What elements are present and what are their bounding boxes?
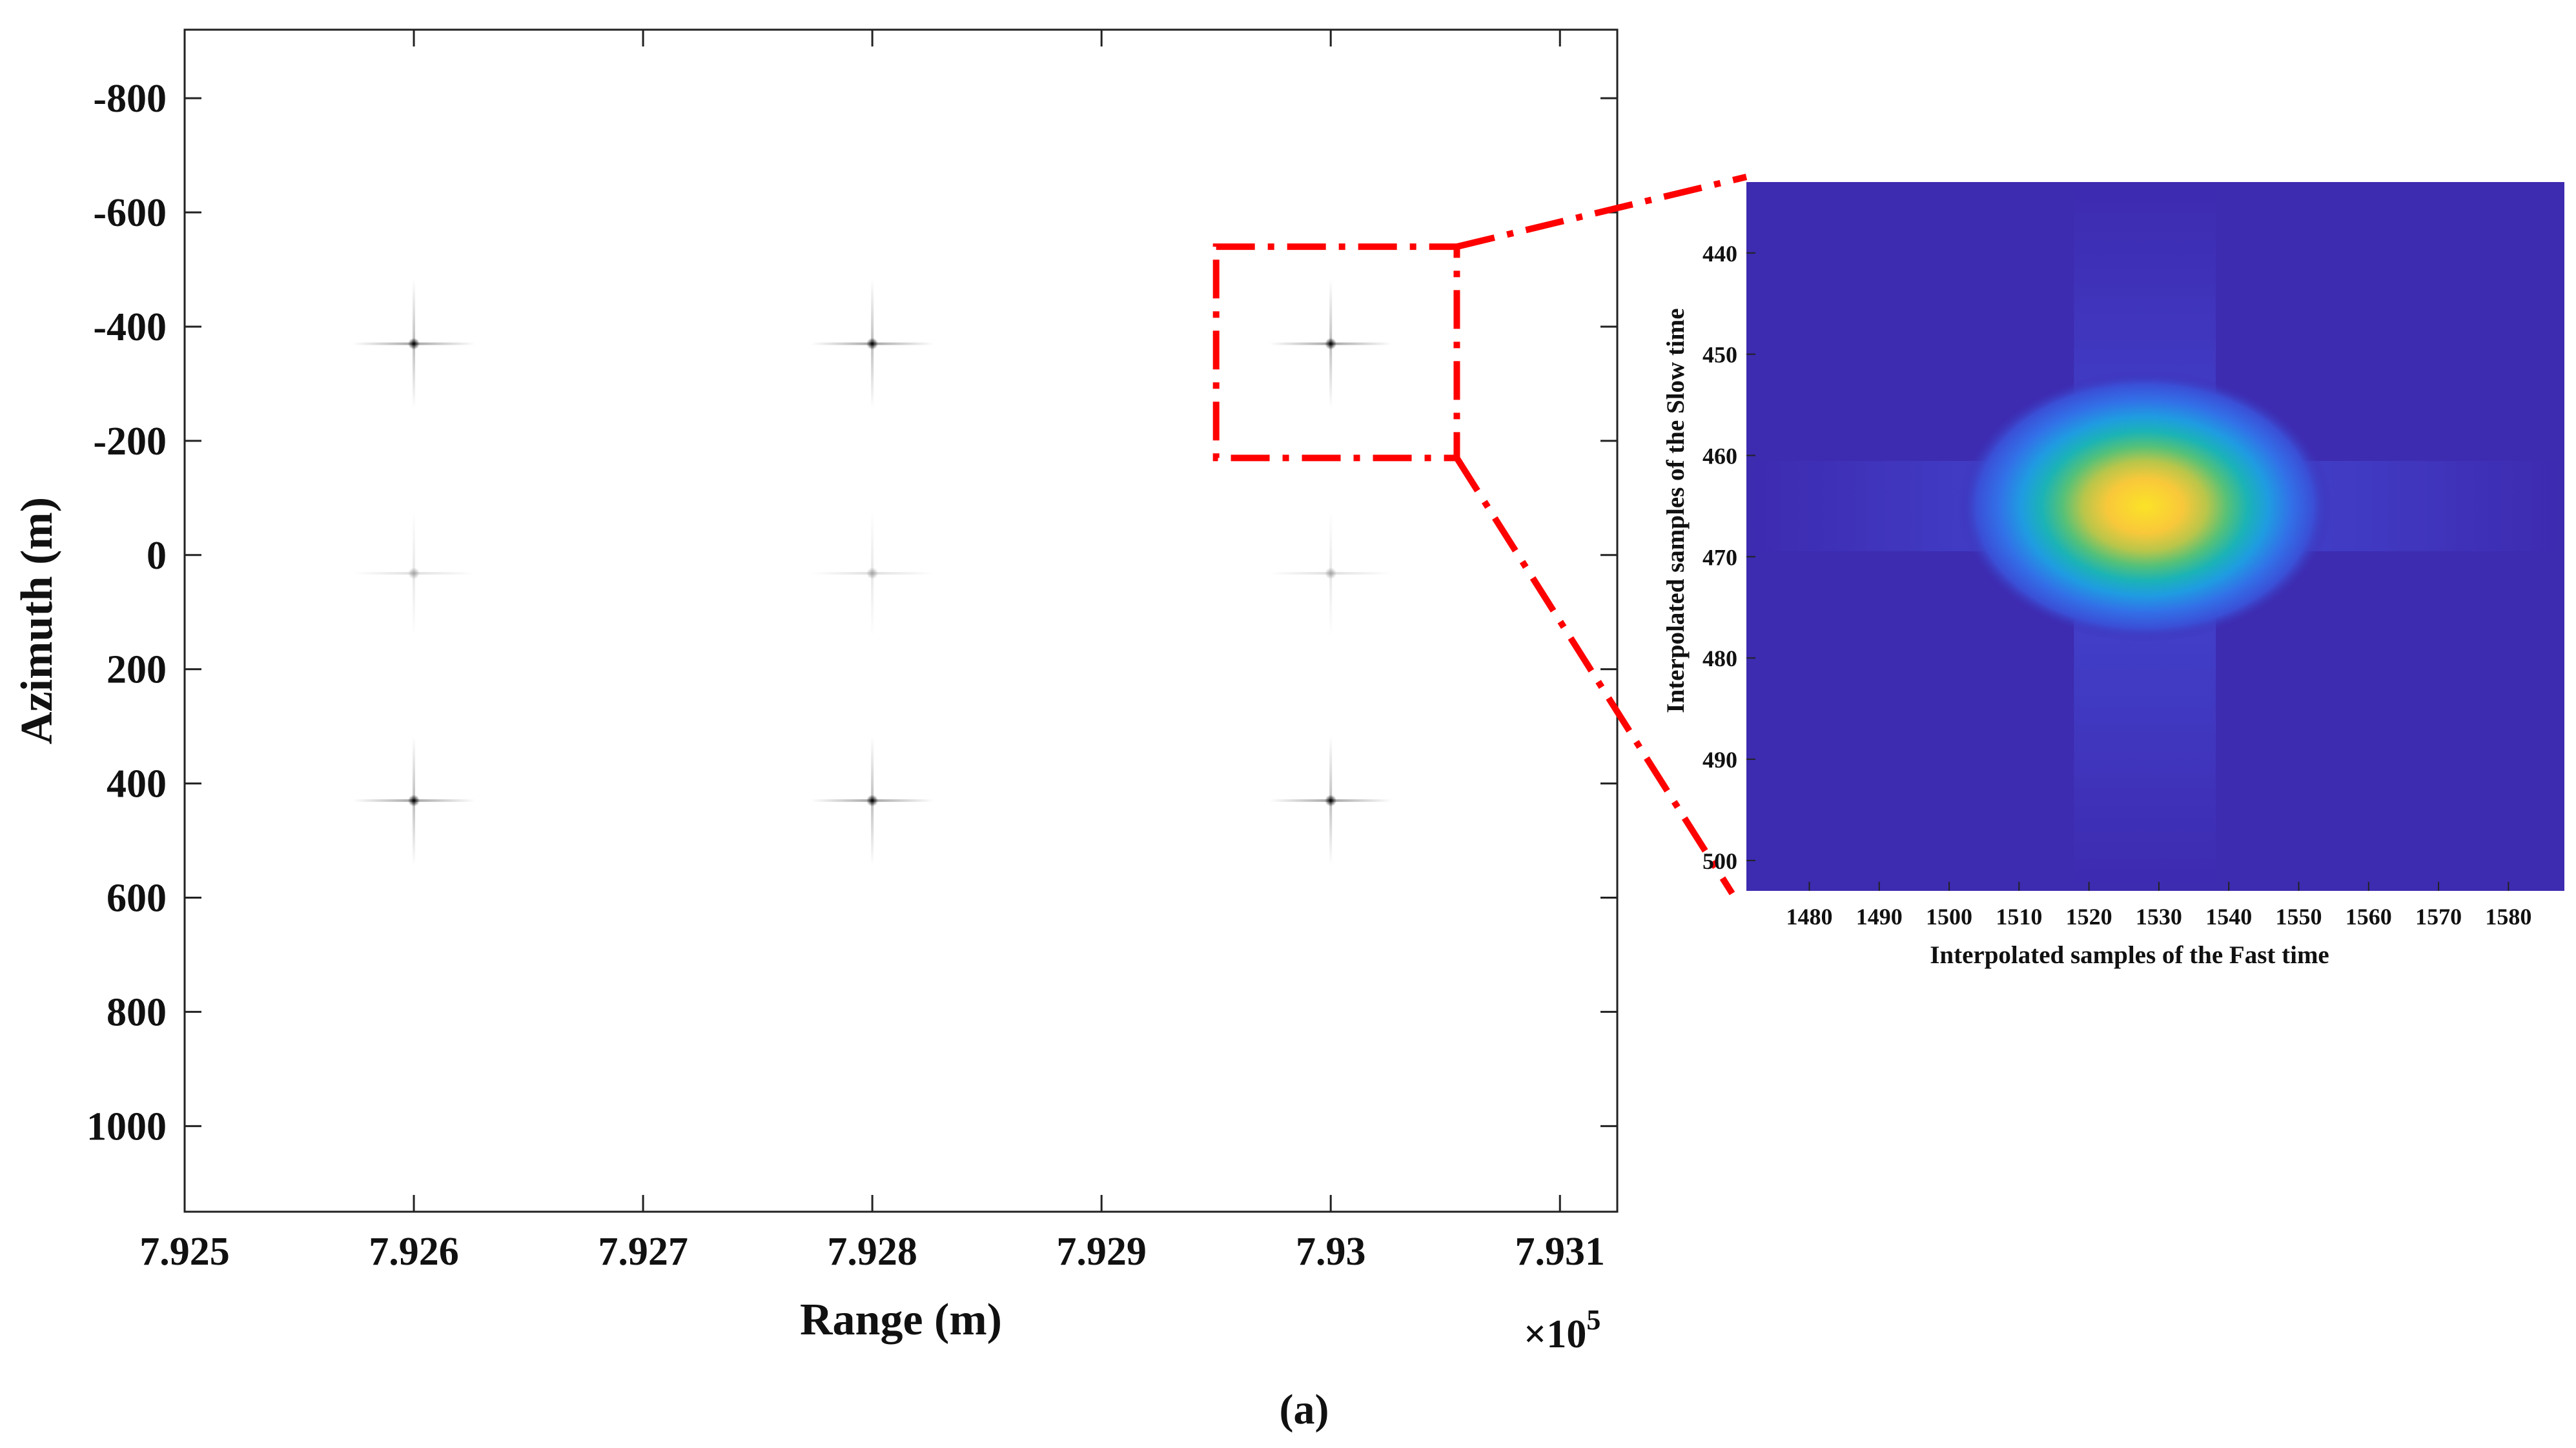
target-point bbox=[811, 736, 934, 866]
heatmap-field bbox=[1746, 182, 2564, 891]
inset-y-axis-label: Interpolated samples of the Slow time bbox=[1662, 308, 1690, 713]
target-point bbox=[811, 509, 934, 638]
inset-x-tick-label: 1500 bbox=[1926, 904, 1972, 930]
y-tick-label: -200 bbox=[93, 420, 167, 464]
inset-x-tick-label: 1480 bbox=[1786, 904, 1832, 930]
inset-x-tick-label: 1540 bbox=[2205, 904, 2252, 930]
target-point bbox=[1269, 279, 1393, 409]
x-tick-label: 7.925 bbox=[139, 1230, 230, 1274]
inset-y-tick-label: 450 bbox=[1702, 342, 1737, 368]
inset-x-tick-label: 1570 bbox=[2415, 904, 2462, 930]
inset-x-tick-label: 1510 bbox=[1996, 904, 2042, 930]
x-tick-label: 7.931 bbox=[1515, 1230, 1605, 1274]
inset-x-tick-label: 1560 bbox=[2346, 904, 2392, 930]
x-axis-label: Range (m) bbox=[800, 1295, 1002, 1345]
inset-heatmap: 1480 1490 1500 1510 1520 1530 1540 1550 1560 1570… bbox=[1662, 182, 2564, 969]
mainlobe-peak bbox=[1958, 370, 2333, 642]
y-tick-label: 0 bbox=[147, 534, 167, 578]
inset-x-tick-label: 1530 bbox=[2136, 904, 2182, 930]
target-point bbox=[353, 736, 476, 866]
x-tick-label: 7.929 bbox=[1056, 1230, 1147, 1274]
inset-x-tick-label: 1520 bbox=[2066, 904, 2112, 930]
x-tick-label: 7.926 bbox=[369, 1230, 459, 1274]
y-tick-label: -800 bbox=[93, 77, 167, 121]
y-tick-label: 400 bbox=[107, 762, 167, 806]
inset-x-tick-label: 1550 bbox=[2275, 904, 2322, 930]
main-plot: 7.925 7.926 7.927 7.928 7.929 7.93 7.931 -800 -6… bbox=[12, 28, 1619, 1356]
zoom-connectors bbox=[1454, 174, 1748, 895]
x-tick-label: 7.93 bbox=[1296, 1230, 1366, 1274]
zoom-connector-top bbox=[1456, 174, 1748, 250]
target-point bbox=[1269, 509, 1393, 638]
zoom-connector-bottom bbox=[1454, 456, 1735, 895]
target-point bbox=[811, 279, 934, 409]
inset-y-tick-label: 460 bbox=[1702, 444, 1737, 469]
y-tick-label: -600 bbox=[93, 191, 167, 235]
inset-y-tick-label: 480 bbox=[1702, 646, 1737, 671]
zoom-region-box bbox=[1212, 243, 1460, 462]
inset-x-tick-label: 1490 bbox=[1856, 904, 1903, 930]
inset-x-axis-label: Interpolated samples of the Fast time bbox=[1930, 941, 2329, 969]
main-plot-area bbox=[183, 28, 1619, 1213]
target-point bbox=[353, 279, 476, 409]
inset-x-tick-label: 1580 bbox=[2485, 904, 2531, 930]
inset-y-tick-label: 490 bbox=[1702, 747, 1737, 773]
inset-y-tick-label: 440 bbox=[1702, 241, 1737, 267]
y-axis-label: Azimuth (m) bbox=[12, 497, 62, 744]
y-tick-label: 200 bbox=[107, 648, 167, 692]
y-tick-label: -400 bbox=[93, 305, 167, 349]
inset-y-tick-label: 500 bbox=[1702, 848, 1737, 874]
figure-caption: (a) bbox=[1280, 1386, 1329, 1433]
x-axis-multiplier: ×105 bbox=[1524, 1304, 1600, 1356]
y-tick-label: 600 bbox=[107, 877, 167, 921]
inset-y-tick-label: 470 bbox=[1702, 544, 1737, 570]
x-tick-label: 7.928 bbox=[827, 1230, 917, 1274]
y-tick-label: 1000 bbox=[87, 1105, 167, 1148]
y-tick-label: 800 bbox=[107, 990, 167, 1034]
target-point bbox=[1269, 736, 1393, 866]
x-tick-label: 7.927 bbox=[598, 1230, 688, 1274]
target-point bbox=[353, 509, 476, 638]
